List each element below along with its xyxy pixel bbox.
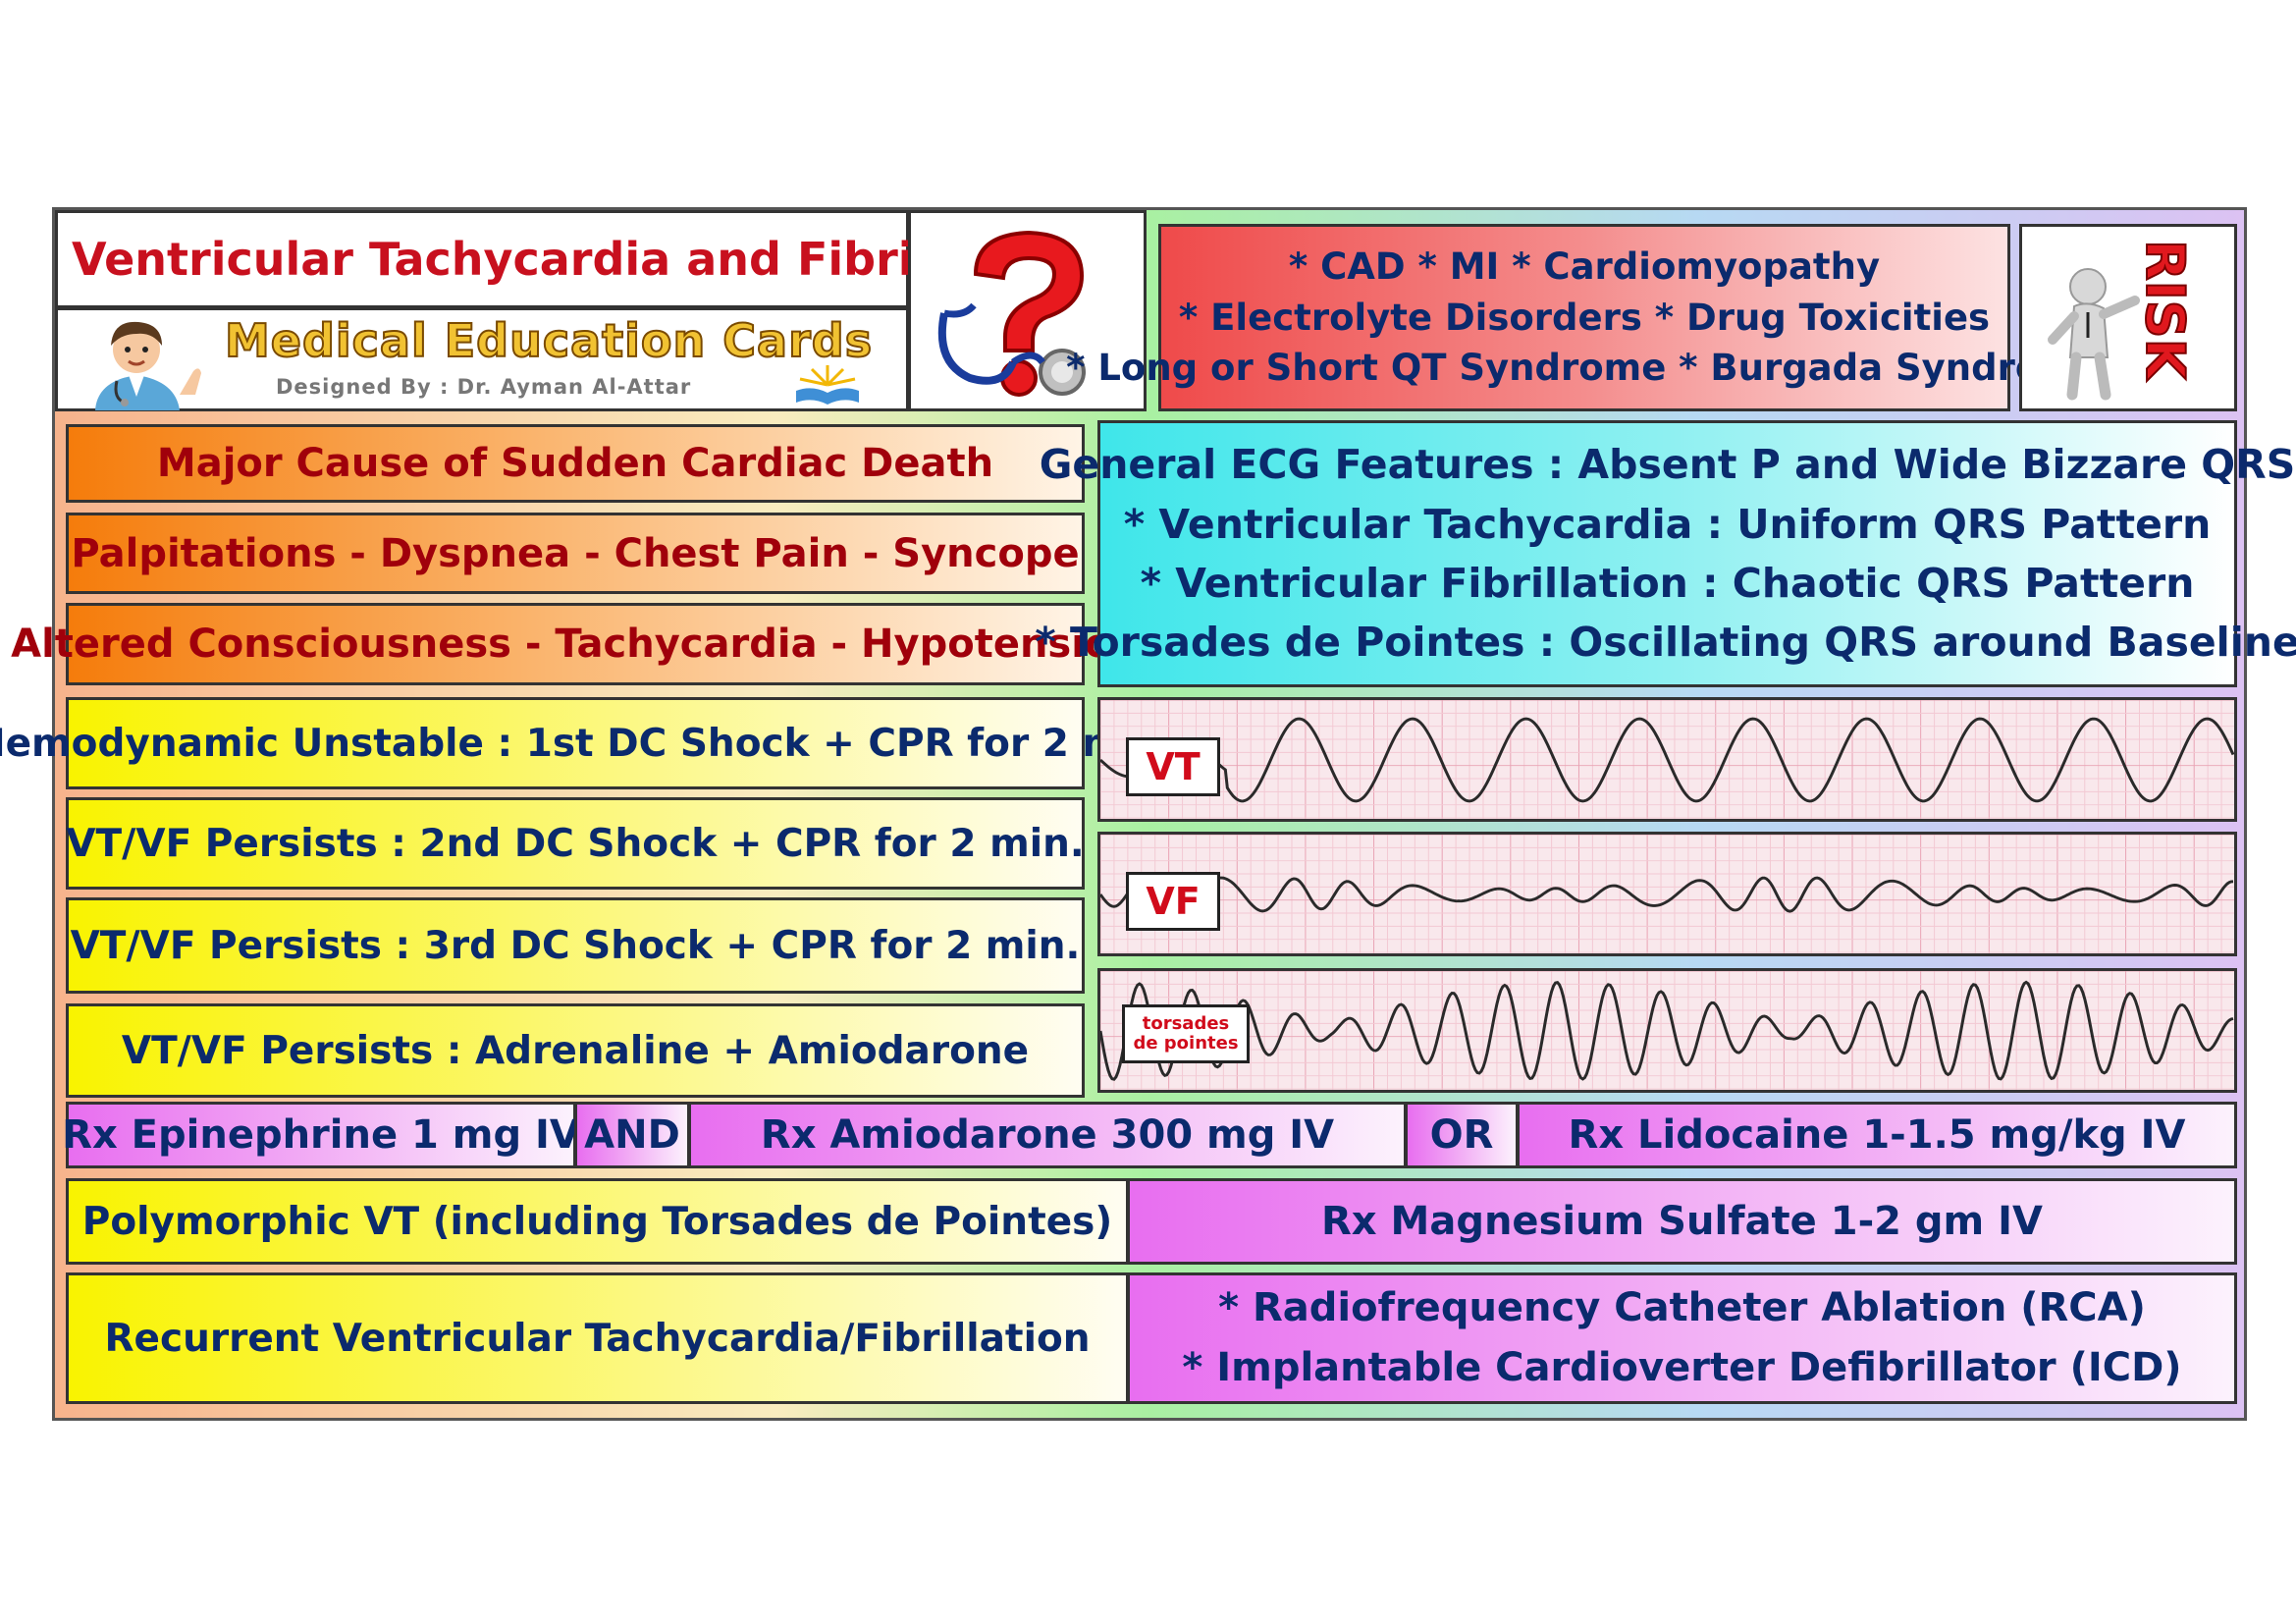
- polymorphic-treatment-box: Rx Magnesium Sulfate 1-2 gm IV: [1127, 1178, 2237, 1265]
- drug-and-text: AND: [584, 1112, 680, 1158]
- recurrent-treatment-1: * Radiofrequency Catheter Ablation (RCA): [1218, 1284, 2146, 1330]
- ecg-vf: * Ventricular Fibrillation : Chaotic QRS…: [1140, 560, 2195, 607]
- torsades-strip: torsades de pointes: [1097, 968, 2237, 1093]
- feature-signs: Altered Consciousness - Tachycardia - Hy…: [11, 603, 1140, 685]
- drug-epinephrine: Rx Epinephrine 1 mg IV: [62, 1102, 580, 1168]
- step-1: Hemodynamic Unstable : 1st DC Shock + CP…: [0, 697, 1177, 789]
- drug-or: OR: [1405, 1102, 1519, 1168]
- ecg-features-box: General ECG Features : Absent P and Wide…: [1035, 420, 2296, 687]
- risk-word: RISK: [2134, 240, 2196, 382]
- risk-figure-icon: RISK: [2048, 239, 2197, 400]
- drug-and: AND: [574, 1102, 690, 1168]
- brand-box: Medical Education Cards Designed By : Dr…: [55, 307, 909, 411]
- feature-text-3: Altered Consciousness - Tachycardia - Hy…: [11, 622, 1140, 667]
- open-book-icon: [796, 365, 859, 405]
- step-3: VT/VF Persists : 3rd DC Shock + CPR for …: [66, 897, 1085, 994]
- torsades-label-2: de pointes: [1133, 1033, 1239, 1054]
- polymorphic-label: Polymorphic VT (including Torsades de Po…: [81, 1199, 1113, 1244]
- recurrent-treatment-2: * Implantable Cardioverter Defibrillator…: [1182, 1345, 2182, 1390]
- torsades-label: torsades de pointes: [1122, 1004, 1250, 1063]
- step-2: VT/VF Persists : 2nd DC Shock + CPR for …: [66, 797, 1085, 890]
- risk-image-box: RISK: [2019, 224, 2237, 411]
- recurrent-treatment-box: * Radiofrequency Catheter Ablation (RCA)…: [1127, 1272, 2237, 1404]
- torsades-waveform: [1100, 971, 2234, 1090]
- step-text-1: Hemodynamic Unstable : 1st DC Shock + CP…: [0, 721, 1178, 766]
- polymorphic-label-box: Polymorphic VT (including Torsades de Po…: [66, 1178, 1129, 1265]
- vt-label: VT: [1126, 737, 1220, 796]
- step-text-4: VT/VF Persists : Adrenaline + Amiodarone: [121, 1028, 1030, 1073]
- stethoscope-question-icon: [937, 230, 1086, 397]
- risk-line-3: * Long or Short QT Syndrome * Burgada Sy…: [1066, 347, 2103, 390]
- torsades-trace: [1100, 980, 2234, 1081]
- step-4: VT/VF Persists : Adrenaline + Amiodarone: [66, 1003, 1085, 1098]
- vf-label: VF: [1126, 872, 1220, 931]
- recurrent-label-box: Recurrent Ventricular Tachycardia/Fibril…: [66, 1272, 1129, 1404]
- doctor-avatar-icon: [95, 321, 201, 410]
- feature-text-2: Palpitations - Dyspnea - Chest Pain - Sy…: [71, 530, 1080, 576]
- brand-name: Medical Education Cards: [224, 313, 874, 368]
- vt-trace: [1100, 717, 2234, 803]
- stethoscope-box: [908, 210, 1147, 411]
- recurrent-label: Recurrent Ventricular Tachycardia/Fibril…: [104, 1316, 1091, 1361]
- step-text-3: VT/VF Persists : 3rd DC Shock + CPR for …: [70, 923, 1081, 968]
- risk-factors-box: * CAD * MI * Cardiomyopathy * Electrolyt…: [1066, 224, 2103, 411]
- title-box: Ventricular Tachycardia and Fibrillation: [55, 210, 1075, 308]
- feature-sudden-death: Major Cause of Sudden Cardiac Death: [66, 424, 1085, 503]
- page-title: Ventricular Tachycardia and Fibrillation: [72, 233, 1076, 286]
- vf-trace: [1100, 876, 2234, 913]
- drug-epinephrine-text: Rx Epinephrine 1 mg IV: [62, 1112, 580, 1158]
- torsades-label-1: torsades: [1142, 1013, 1230, 1035]
- step-text-2: VT/VF Persists : 2nd DC Shock + CPR for …: [66, 821, 1085, 866]
- drug-or-text: OR: [1429, 1112, 1494, 1158]
- feature-symptoms: Palpitations - Dyspnea - Chest Pain - Sy…: [66, 513, 1085, 594]
- drug-amiodarone: Rx Amiodarone 300 mg IV: [688, 1102, 1407, 1168]
- vf-waveform: [1100, 835, 2234, 953]
- vt-waveform: [1100, 700, 2234, 819]
- polymorphic-treatment: Rx Magnesium Sulfate 1-2 gm IV: [1321, 1199, 2043, 1244]
- designer-credit: Designed By : Dr. Ayman Al-Attar: [276, 375, 692, 399]
- vf-strip: VF: [1097, 832, 2237, 956]
- ecg-vt: * Ventricular Tachycardia : Uniform QRS …: [1123, 500, 2212, 548]
- risk-line-1: * CAD * MI * Cardiomyopathy: [1288, 245, 1881, 289]
- drug-lidocaine: Rx Lidocaine 1-1.5 mg/kg IV: [1517, 1102, 2237, 1168]
- drug-lidocaine-text: Rx Lidocaine 1-1.5 mg/kg IV: [1568, 1112, 2186, 1158]
- feature-text-1: Major Cause of Sudden Cardiac Death: [156, 441, 994, 486]
- drug-amiodarone-text: Rx Amiodarone 300 mg IV: [760, 1112, 1335, 1158]
- risk-line-2: * Electrolyte Disorders * Drug Toxicitie…: [1178, 296, 1991, 339]
- vt-strip: VT: [1097, 697, 2237, 822]
- ecg-general: General ECG Features : Absent P and Wide…: [1039, 441, 2296, 489]
- ecg-torsades: * Torsades de Pointes : Oscillating QRS …: [1035, 619, 2296, 667]
